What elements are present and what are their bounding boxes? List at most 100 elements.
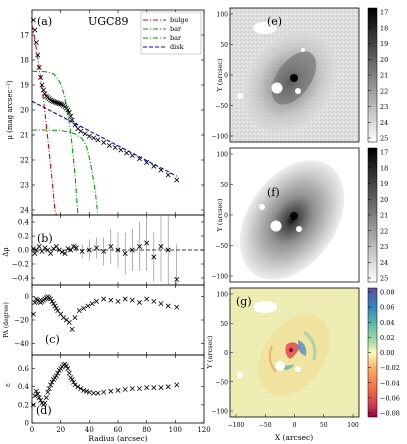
- panel-c-ytick-label-2: 0: [25, 293, 29, 301]
- image-g-ytick-label-0: −100: [212, 409, 229, 416]
- data-point-d-8: [42, 400, 48, 406]
- galaxy-f-core: [290, 212, 298, 220]
- data-point-c-24: [76, 308, 82, 314]
- data-point-a-34: [95, 137, 101, 143]
- data-point-a-26: [68, 113, 74, 119]
- data-point-d-36: [95, 390, 101, 396]
- colorbar-f-tick-label-2: 19: [380, 180, 388, 188]
- image-e-label: (e): [267, 15, 282, 28]
- data-point-b-19: [94, 245, 99, 251]
- data-point-b-14: [68, 247, 74, 253]
- image-g-label: (g): [236, 295, 252, 308]
- data-point-a-1: [32, 27, 38, 33]
- data-point-d-37: [101, 389, 107, 395]
- data-point-d-38: [108, 388, 114, 394]
- mask-e-star-3: [253, 22, 277, 34]
- image-panel-f: (f) Y (arcsec): [216, 147, 360, 283]
- data-point-a-19: [58, 101, 64, 107]
- data-point-a-7: [40, 87, 46, 93]
- data-point-d-5: [38, 397, 44, 403]
- data-point-b-20: [101, 248, 107, 254]
- colorbar-g-tick-label-3: 0.02: [380, 334, 394, 342]
- data-point-b-12: [62, 251, 68, 256]
- image-e-ytick-label-2: 0: [224, 73, 228, 80]
- data-point-a-44: [158, 167, 164, 173]
- colorbar-e-tick-label-1: 18: [380, 24, 388, 32]
- panel-d-ytick-label-2: 0.4: [18, 383, 30, 391]
- data-point-d-39: [115, 387, 121, 393]
- data-point-a-6: [39, 82, 45, 88]
- colorbar-g-tick-label-4: 0.00: [380, 349, 394, 357]
- colorbar-g-tick-label-6: −0.04: [380, 379, 400, 387]
- data-point-a-46: [174, 177, 180, 183]
- legend-label-bar-1: bar: [170, 25, 182, 33]
- image-e-ylabel: Y (arcsec): [216, 58, 224, 92]
- image-f-ylabel: Y (arcsec): [216, 198, 224, 232]
- colorbar-f-tick-label-8: 25: [380, 275, 388, 283]
- data-point-c-26: [85, 303, 91, 309]
- image-panel-g: (g) Y (arcsec) X (arcsec) −100 −50 0 50 100 −…: [206, 12, 360, 442]
- mask-g-star-1: [275, 361, 285, 371]
- data-point-a-43: [151, 163, 157, 169]
- image-f-ytick-label-1: −50: [215, 243, 228, 250]
- data-point-c-25: [81, 305, 87, 311]
- image-f-ytick-label-0: −100: [212, 274, 229, 281]
- data-point-d-13: [49, 379, 55, 385]
- data-point-a-32: [86, 133, 92, 139]
- data-point-b-7: [48, 251, 54, 256]
- panel-c-label: (c): [45, 333, 60, 346]
- data-point-d-40: [122, 386, 128, 392]
- data-point-a-4: [36, 65, 42, 70]
- data-point-b-11: [59, 249, 65, 255]
- x-axis-label: Radius (arcsec): [88, 434, 147, 443]
- panel-b-label: (b): [37, 232, 53, 245]
- data-point-d-25: [66, 370, 72, 376]
- data-point-b-27: [151, 254, 157, 260]
- colorbar-g-tick-label-7: −0.06: [380, 394, 400, 402]
- panel-d-xtick-label-4: 80: [142, 426, 151, 434]
- data-point-c-12: [48, 296, 54, 302]
- data-point-d-16: [53, 373, 59, 379]
- data-point-a-2: [33, 40, 39, 45]
- data-point-c-13: [49, 298, 55, 304]
- data-point-b-3: [36, 244, 42, 249]
- data-point-b-29: [165, 247, 171, 253]
- image-g-xtick-label-1: −50: [259, 422, 272, 429]
- data-point-c-33: [129, 297, 135, 303]
- image-e-ytick-label-0: −100: [212, 134, 229, 141]
- data-point-d-30: [75, 384, 81, 390]
- data-point-b-10: [56, 247, 62, 253]
- image-panel-e: (e) Y (arcsec): [216, 7, 360, 143]
- data-point-a-12: [48, 97, 54, 103]
- panel-b-ytick-label-1: −0.2: [12, 261, 29, 269]
- image-g-ylabel: Y (arcsec): [206, 335, 214, 369]
- data-point-b-18: [86, 247, 92, 253]
- data-point-c-21: [66, 319, 72, 325]
- panel-a-ylabel: μ (mag arcsec⁻²): [6, 80, 14, 140]
- mask-e-star-5: [301, 48, 305, 52]
- data-point-d-32: [81, 387, 87, 393]
- colorbar-f-tick-label-3: 20: [380, 196, 388, 204]
- mask-f-star-3: [253, 162, 277, 174]
- image-g-ytick-label-3: 50: [220, 321, 228, 328]
- panel-d-xtick-label-6: 120: [197, 426, 210, 434]
- data-point-a-30: [78, 128, 84, 134]
- galaxy-e-core: [290, 74, 298, 82]
- data-point-d-23: [63, 363, 69, 369]
- data-point-b-15: [71, 244, 77, 249]
- data-point-b-13: [65, 246, 71, 252]
- data-point-c-16: [53, 305, 59, 311]
- data-point-c-23: [72, 315, 78, 321]
- colorbar-g-tick-label-2: 0.04: [380, 319, 394, 327]
- image-e-ytick-label-4: 100: [217, 12, 229, 19]
- data-point-c-32: [122, 296, 128, 302]
- panel-b-ytick-label-0: −0.4: [12, 275, 30, 283]
- mask-e-star-2: [295, 88, 301, 94]
- data-point-a-5: [38, 75, 44, 80]
- data-point-c-27: [89, 301, 95, 307]
- image-f-ytick-label-2: 0: [224, 213, 228, 220]
- data-point-a-25: [66, 110, 72, 115]
- colorbar-e-tick-label-7: 24: [380, 119, 388, 127]
- data-point-c-29: [101, 296, 107, 302]
- data-point-a-14: [51, 99, 56, 104]
